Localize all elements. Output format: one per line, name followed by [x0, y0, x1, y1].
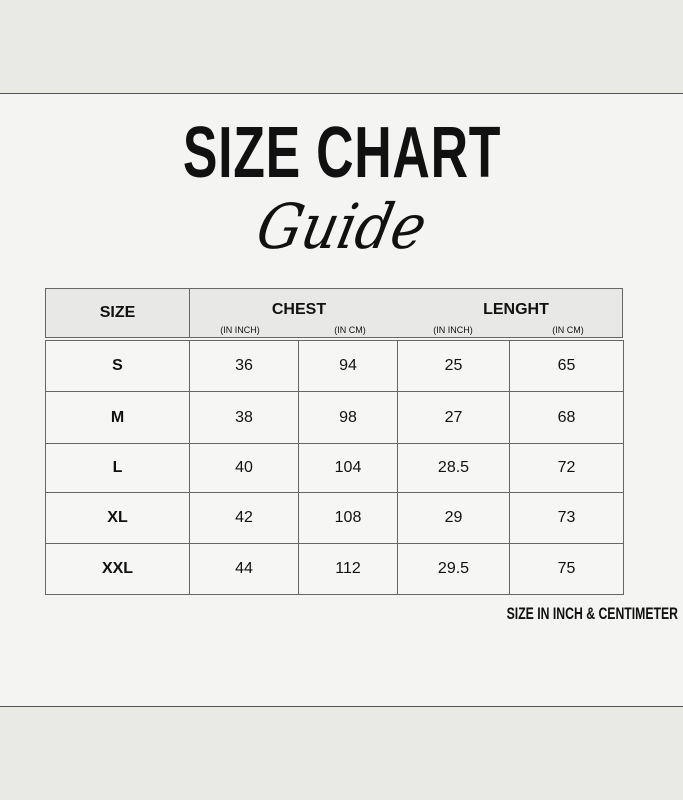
cell-chest-inch: 42	[189, 492, 299, 544]
cell-chest-cm: 108	[298, 492, 398, 544]
cell-length-inch: 28.5	[397, 443, 510, 493]
cell-length-cm: 72	[509, 443, 624, 493]
header-chest: CHEST	[271, 301, 327, 318]
cell-length-inch: 25	[397, 340, 510, 392]
cell-chest-cm: 112	[298, 543, 398, 595]
unit-length-inch: (IN INCH)	[433, 325, 473, 335]
cell-chest-cm: 104	[298, 443, 398, 493]
footnote-text: SIZE IN INCH & CENTIMETER	[506, 604, 679, 623]
bottom-band	[0, 707, 683, 800]
cell-size: L	[45, 443, 190, 493]
top-band	[0, 0, 683, 94]
header-length: LENGHT	[483, 301, 549, 318]
cell-length-inch: 29.5	[397, 543, 510, 595]
cell-length-cm: 65	[509, 340, 624, 392]
cell-chest-inch: 38	[189, 391, 299, 444]
cell-length-cm: 68	[509, 391, 624, 444]
cell-size: XL	[45, 492, 190, 544]
cell-size: XXL	[45, 543, 190, 595]
cell-length-cm: 73	[509, 492, 624, 544]
cell-size: M	[45, 391, 190, 444]
cell-length-cm: 75	[509, 543, 624, 595]
cell-chest-inch: 36	[189, 340, 299, 392]
cell-chest-cm: 98	[298, 391, 398, 444]
cell-chest-cm: 94	[298, 340, 398, 392]
title-text: SIZE CHART	[182, 113, 501, 193]
header-size: SIZE	[45, 288, 190, 338]
cell-length-inch: 27	[397, 391, 510, 444]
unit-chest-cm: (IN CM)	[334, 325, 366, 335]
cell-chest-inch: 44	[189, 543, 299, 595]
subtitle-text: Guide	[250, 190, 433, 263]
unit-chest-inch: (IN INCH)	[220, 325, 260, 335]
cell-length-inch: 29	[397, 492, 510, 544]
header-measurements: CHEST LENGHT (IN INCH) (IN CM) (IN INCH)…	[189, 288, 623, 338]
unit-length-cm: (IN CM)	[552, 325, 584, 335]
footnote: SIZE IN INCH & CENTIMETER	[440, 604, 678, 624]
cell-chest-inch: 40	[189, 443, 299, 493]
cell-size: S	[45, 340, 190, 392]
page-subtitle: Guide	[0, 190, 683, 263]
page-title: SIZE CHART	[0, 112, 683, 194]
